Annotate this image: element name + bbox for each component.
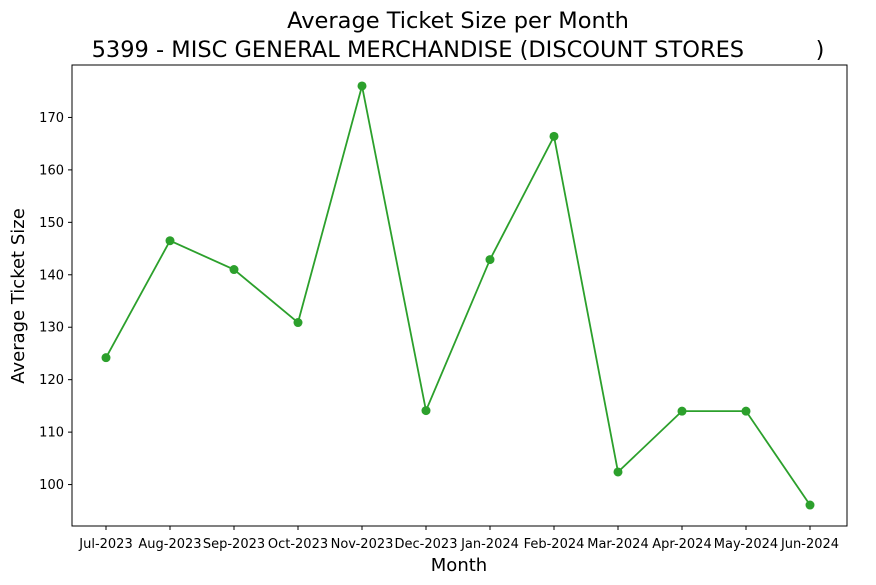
x-tick-label: Aug-2023 — [138, 537, 201, 552]
series-line — [105, 85, 811, 506]
y-tick-label: 120 — [39, 373, 64, 388]
y-tick-label: 160 — [39, 163, 64, 178]
x-tick-label: Jan-2024 — [460, 537, 519, 552]
y-tick-label: 100 — [39, 478, 64, 493]
x-tick-label: May-2024 — [714, 537, 778, 552]
data-point — [805, 500, 815, 510]
y-axis-label: Average Ticket Size — [8, 208, 29, 384]
data-point — [357, 81, 367, 91]
data-point — [293, 318, 303, 328]
data-point — [613, 467, 623, 477]
data-point — [165, 236, 175, 246]
data-point — [101, 353, 111, 363]
data-point — [677, 406, 687, 416]
data-point — [741, 406, 751, 416]
data-point — [229, 265, 239, 275]
x-tick-label: Feb-2024 — [524, 537, 585, 552]
y-tick-label: 170 — [39, 111, 64, 126]
y-axis: 100 110 120 130 140 150 160 170 — [39, 111, 72, 493]
x-tick-label: Mar-2024 — [587, 537, 648, 552]
chart-subtitle: 5399 - MISC GENERAL MERCHANDISE (DISCOUN… — [92, 37, 825, 63]
y-tick-label: 150 — [39, 216, 64, 231]
chart-title: Average Ticket Size per Month — [287, 8, 629, 34]
x-tick-label: Sep-2023 — [203, 537, 265, 552]
y-tick-label: 110 — [39, 426, 64, 441]
x-tick-label: Jun-2024 — [780, 537, 839, 552]
x-tick-label: Jul-2023 — [78, 537, 132, 552]
x-axis: Jul-2023 Aug-2023 Sep-2023 Oct-2023 Nov-2023… — [78, 526, 839, 552]
plot-frame — [71, 64, 848, 527]
y-tick-label: 130 — [39, 321, 64, 336]
x-tick-label: Nov-2023 — [331, 537, 394, 552]
x-tick-label: Dec-2023 — [395, 537, 458, 552]
x-tick-label: Oct-2023 — [268, 537, 328, 552]
series-group — [101, 81, 815, 510]
x-axis-label: Month — [431, 555, 487, 576]
data-point — [421, 406, 431, 416]
y-tick-label: 140 — [39, 268, 64, 283]
data-point — [485, 255, 495, 265]
data-point — [549, 131, 559, 141]
x-tick-label: Apr-2024 — [652, 537, 711, 552]
